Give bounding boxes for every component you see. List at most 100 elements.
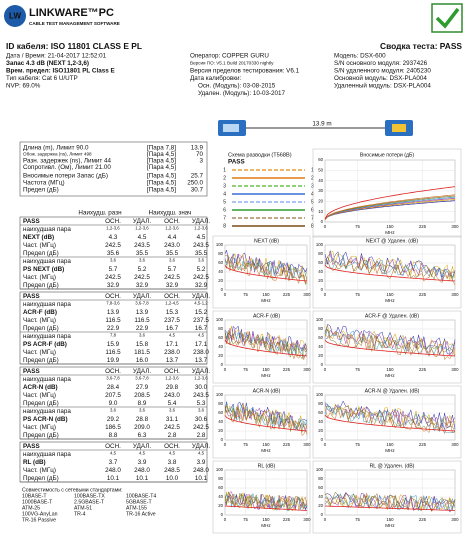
row-value: 22.9 <box>107 325 120 332</box>
row-label: Част. (МГц) <box>23 242 56 249</box>
pin-number: 6 <box>311 207 314 213</box>
row-label: Част. (МГц) <box>23 467 56 474</box>
row-value: 181.5 <box>134 349 150 356</box>
section-status: PASS <box>23 293 40 300</box>
y-tick-label: 60 <box>318 335 323 340</box>
row-value: 248.0 <box>193 467 209 474</box>
trace <box>224 405 308 433</box>
limit-line <box>324 505 456 511</box>
row-label: Част. (МГц) <box>23 392 56 399</box>
row-value: 4.3 <box>109 234 118 241</box>
standard: TR-4 <box>74 511 86 517</box>
y-tick-label: 40 <box>218 494 223 499</box>
row-label: наихудшая пара <box>23 408 71 415</box>
y-tick-label: 0 <box>321 219 324 224</box>
row-value: 17.1 <box>195 341 208 348</box>
graph-frame <box>212 235 311 309</box>
trace <box>224 493 308 512</box>
x-tick-label: 150 <box>262 442 270 447</box>
trace <box>224 249 308 274</box>
graph-frame <box>312 148 462 238</box>
summary-value: 30.7 <box>191 187 204 194</box>
row-value: 3,6 <box>139 258 146 263</box>
standard: 100BASE-T4 <box>126 493 156 499</box>
trace <box>224 405 308 433</box>
row-label: PS NEXT (dB) <box>23 266 64 273</box>
x-tick-label: 0 <box>324 517 327 522</box>
x-tick-label: 300 <box>451 224 459 229</box>
x-tick-label: 225 <box>419 517 427 522</box>
summary-pair: [Пара 4,5] <box>147 164 176 171</box>
row-label: наихудшая пара <box>23 333 71 340</box>
header-middle: Оператор: COPPER GURU <box>190 53 269 60</box>
y-tick-label: 80 <box>318 251 323 256</box>
pin-number: 7 <box>223 215 226 221</box>
row-label: Част. (МГц) <box>23 317 56 324</box>
x-tick-label: 75 <box>243 442 248 447</box>
y-tick-label: 80 <box>318 401 323 406</box>
header-middle: Версия ПО: V5.1 Build 20170330 nightly <box>190 61 274 66</box>
header-left: Запас 4.3 dB (NEXT 1,2-3,6) <box>6 60 89 67</box>
row-value: 4,5-1,2 <box>194 301 208 306</box>
row-value: 19.9 <box>107 357 120 364</box>
standard: 1000BASE-T <box>22 499 53 505</box>
row-value: 13.9 <box>107 309 120 316</box>
header-right: Удаленный модуль: DSX-PLA004 <box>334 82 431 90</box>
row-label: наихудшая пара <box>23 226 71 233</box>
col-header: Наихудш. знач <box>149 210 192 217</box>
y-tick-label: 80 <box>318 476 323 481</box>
row-value: 10.1 <box>195 475 208 482</box>
row-value: 5.2 <box>197 266 206 273</box>
trace <box>324 256 456 282</box>
x-tick-label: 0 <box>224 292 227 297</box>
row-value: 8.9 <box>138 400 147 407</box>
x-tick-label: 0 <box>324 224 327 229</box>
pin-number: 3 <box>311 183 314 189</box>
main-device-screen <box>223 124 239 132</box>
standard: 2.5GBASE-T <box>74 499 105 505</box>
row-value: 238.0 <box>193 349 209 356</box>
row-value: 4.5 <box>138 234 147 241</box>
row-value: 35.5 <box>136 250 149 257</box>
row-label: наихудшая пара <box>23 451 71 458</box>
pass-box <box>431 3 463 33</box>
summary-value: 13.9 <box>191 145 204 152</box>
pin-number: 7 <box>311 215 314 221</box>
row-value: 15.9 <box>107 341 120 348</box>
logo-badge <box>4 5 26 27</box>
row-value: 15.3 <box>166 309 179 316</box>
row-label: PS ACR-N (dB) <box>23 416 68 423</box>
y-tick-label: 40 <box>318 269 323 274</box>
x-axis-label: MHz <box>385 373 395 378</box>
graph-title: NEXT @ Удален. (dB) <box>366 238 418 244</box>
trace <box>324 329 456 356</box>
standard: 10BASE-T <box>22 493 47 499</box>
summary-pair: [Пара 4,5] <box>147 187 176 194</box>
column-header: ОСН. <box>164 293 180 300</box>
row-value: 243.0 <box>164 392 180 399</box>
x-axis-label: MHz <box>385 448 395 453</box>
column-header: ОСН. <box>105 443 121 450</box>
y-tick-label: 80 <box>318 326 323 331</box>
trace <box>324 197 456 220</box>
summary-label: Длина (m), Лимит 90.0 <box>23 145 89 152</box>
wiremap-title: Схема разводки (T568B) <box>228 152 292 158</box>
row-value: 1,2-3,6 <box>106 226 120 231</box>
graph-title: ACR-N (dB) <box>253 388 281 394</box>
header-left: Тип кабеля: Cat 6 U/UTP <box>6 74 78 82</box>
y-tick-label: 20 <box>318 278 323 283</box>
x-tick-label: 75 <box>355 367 360 372</box>
trace <box>224 325 308 351</box>
summary-value: 250.0 <box>187 180 203 187</box>
y-tick-label: 100 <box>316 242 324 247</box>
row-value: 237.5 <box>164 317 180 324</box>
summary-label: Сопротивл. (Ом), Лимит 21.00 <box>23 164 111 171</box>
summary-value: 25.7 <box>191 173 204 180</box>
row-label: ACR-N (dB) <box>23 384 58 391</box>
y-tick-label: 10 <box>318 209 323 214</box>
row-value: 237.5 <box>193 317 209 324</box>
summary-pair: [Пара 4,5] <box>147 180 176 187</box>
row-value: 2.8 <box>197 432 206 439</box>
row-value: 7,8 <box>110 333 117 338</box>
x-tick-label: 225 <box>283 442 291 447</box>
